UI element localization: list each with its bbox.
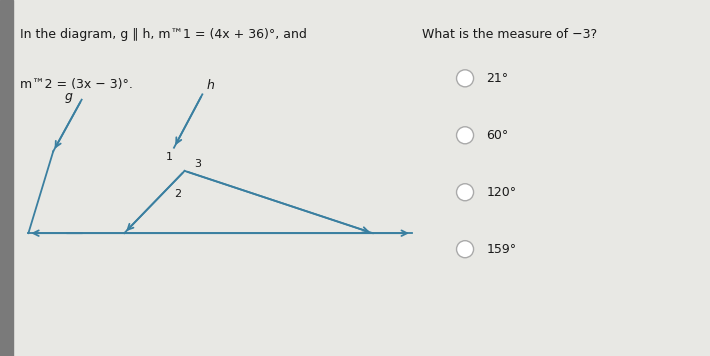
Text: g: g xyxy=(65,90,73,103)
Text: 60°: 60° xyxy=(486,129,508,142)
Text: 159°: 159° xyxy=(486,243,516,256)
Text: 21°: 21° xyxy=(486,72,508,85)
Text: 120°: 120° xyxy=(486,186,516,199)
Text: 3: 3 xyxy=(194,159,201,169)
Text: m™2 = (3x − 3)°.: m™2 = (3x − 3)°. xyxy=(20,78,133,91)
Text: h: h xyxy=(207,79,215,92)
Ellipse shape xyxy=(457,241,474,258)
Text: 2: 2 xyxy=(174,189,181,199)
Text: What is the measure of −3?: What is the measure of −3? xyxy=(422,28,598,42)
Ellipse shape xyxy=(457,127,474,144)
Text: In the diagram, g ∥ h, m™1 = (4x + 36)°, and: In the diagram, g ∥ h, m™1 = (4x + 36)°,… xyxy=(20,28,307,42)
Ellipse shape xyxy=(457,184,474,201)
Bar xyxy=(0,0,13,356)
Ellipse shape xyxy=(457,70,474,87)
Text: 1: 1 xyxy=(165,152,173,162)
